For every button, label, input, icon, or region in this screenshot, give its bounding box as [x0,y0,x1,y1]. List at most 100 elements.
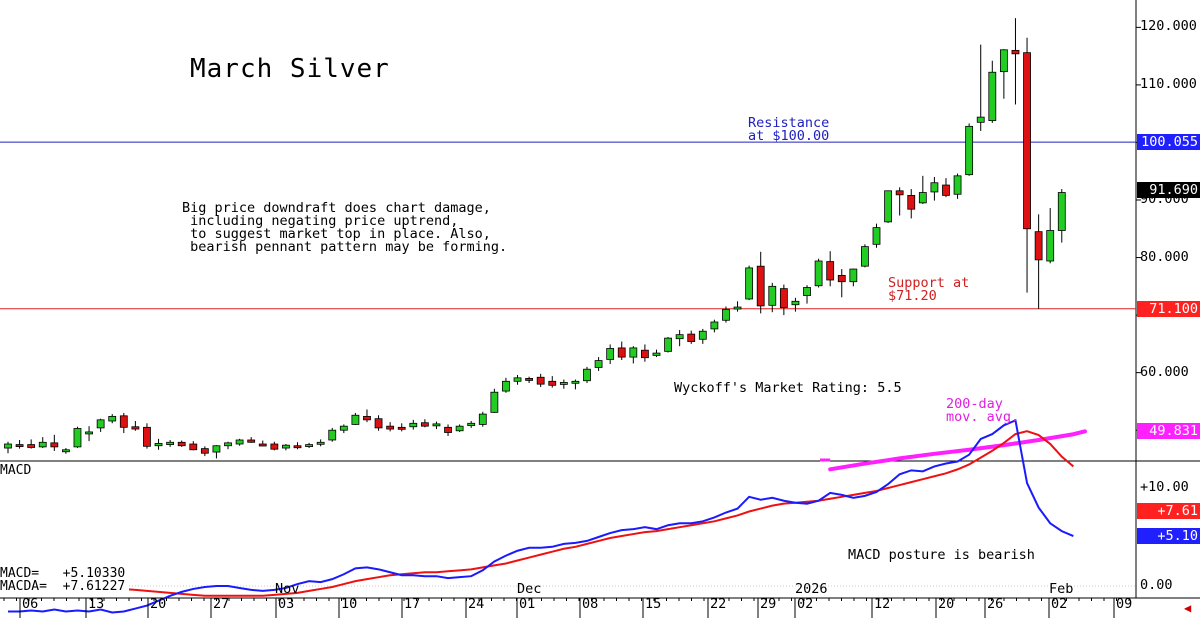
candle-body [166,441,175,445]
candle-body [212,445,221,453]
candle-body [62,449,70,453]
candle-body [119,415,128,428]
candle-body [235,439,244,445]
date-label: 03 [278,596,295,612]
candle-body [432,423,441,427]
candle-body [316,441,325,445]
price-badge: 91.690 [1137,182,1200,199]
date-label: 02 [1051,596,1068,612]
candle-body [918,192,927,204]
candle-body [1011,49,1020,55]
candle-body [73,428,82,448]
candle-body [108,415,117,422]
candle-body [1057,192,1066,231]
date-label: 20 [938,596,955,612]
commentary-annotation: Big price downdraft does chart damage, i… [182,200,508,255]
price-badge: 71.100 [1137,300,1200,317]
date-label: 01 [519,596,536,612]
candle-body [351,414,360,425]
date-label: 10 [341,596,358,612]
candle-body [988,71,997,121]
candle-body [1023,52,1031,230]
candle-body [606,348,615,360]
candle-body [814,260,823,287]
candle-body [884,190,892,223]
macda-line [7,430,1075,597]
date-label: 24 [468,596,485,612]
candle-body [907,194,916,210]
candle-body [305,444,313,447]
candle-body [733,306,742,310]
candle-body [467,422,476,426]
candle-body [779,288,788,309]
candle-body [942,184,950,196]
date-label: 12 [874,596,891,612]
ma200-line [828,429,1087,472]
candle-body [455,425,464,432]
candle-body [594,360,603,368]
candle-body [536,376,545,385]
candle-body [177,441,186,447]
candle-body [872,227,881,245]
scroll-left-arrow-icon[interactable]: ◀ [1184,601,1192,615]
candle-body [548,380,557,386]
candle-body [293,445,302,449]
candle-body [38,441,47,448]
price-badge: 100.055 [1137,134,1200,151]
price-tick-label: 60.000 [1140,363,1189,380]
candle-body [675,334,684,340]
candle-body [502,380,510,392]
candle-body [258,443,267,447]
date-label: 08 [582,596,599,612]
candle-body [143,426,151,447]
candle-body [154,443,163,447]
candle-body [420,422,429,427]
price-badge: 49.831 [1137,423,1200,440]
support-annotation: Support at $71.20 [888,275,970,304]
candle-body [50,442,59,448]
date-label: 15 [645,596,662,612]
candle-body [363,415,371,421]
month-label: Feb [1049,581,1074,597]
macd-panel-label: MACD [0,463,32,478]
candle-body [768,285,777,306]
candle-body [641,349,649,359]
candle-body [339,425,348,431]
candle-body [1034,231,1043,261]
month-label: 2026 [795,581,828,597]
candle-body [224,442,232,447]
candle-body [756,265,765,307]
candle-body [583,368,591,382]
date-label: 29 [760,596,777,612]
wyckoff-rating: Wyckoff's Market Rating: 5.5 [674,380,902,396]
candle-body [27,444,36,448]
candle-body [525,378,533,381]
macd-posture-annotation: MACD posture is bearish [848,547,1035,563]
candle-body [837,274,846,283]
candle-body [282,444,290,449]
resistance-annotation: Resistance at $100.00 [748,115,830,144]
candle-body [374,418,383,429]
candle-body [999,49,1008,73]
date-label: 27 [213,596,230,612]
candle-body [386,425,395,430]
candle-body [826,261,835,281]
candle-body [15,444,24,447]
candle-body [698,330,707,340]
date-label: 17 [404,596,421,612]
price-tick-label: 120.000 [1140,18,1197,35]
candle-body [849,268,858,283]
candle-body [745,267,754,300]
candle-body [791,300,800,306]
macd-badge: +5.10 [1137,528,1200,545]
candle-body [131,426,140,430]
candle-body [328,429,337,441]
price-tick-label: 110.000 [1140,75,1197,92]
candle-body [409,422,418,428]
candle-body [687,333,696,342]
candle-body [861,246,869,267]
candle-body [617,347,626,358]
month-label: Dec [517,581,542,597]
candle-body [953,175,962,195]
